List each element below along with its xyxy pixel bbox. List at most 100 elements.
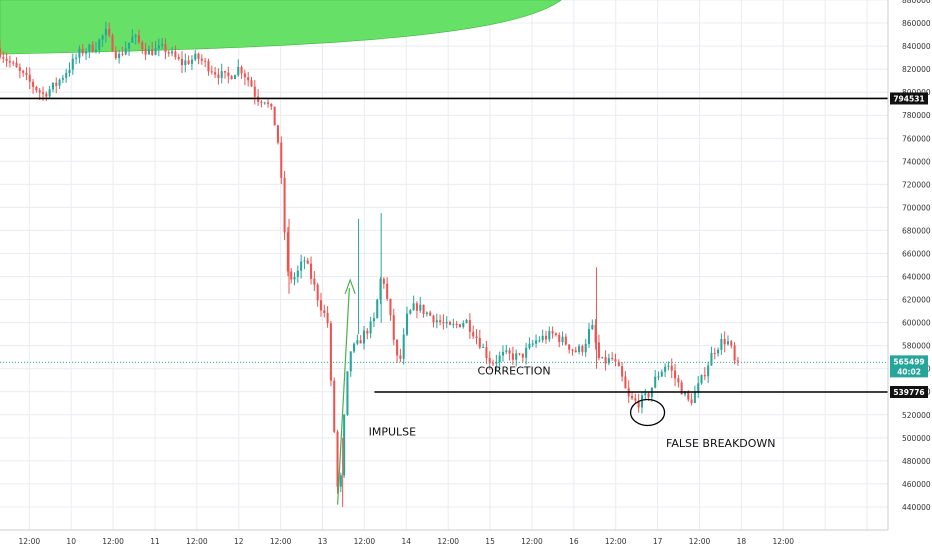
candle-body <box>458 324 461 328</box>
x-tick-label: 12:00 <box>689 537 711 546</box>
candle-body <box>425 312 428 314</box>
x-tick-label: 13 <box>318 537 328 546</box>
candle-body <box>634 398 637 401</box>
level-price-label: 539776 <box>893 388 924 397</box>
candle-body <box>270 103 273 107</box>
candle-body <box>48 89 51 97</box>
candle-body <box>167 52 170 54</box>
candle-body <box>690 399 693 403</box>
candle-body <box>290 271 293 280</box>
y-tick-label: 660000 <box>902 249 931 258</box>
candle-body <box>587 329 591 344</box>
candle-body <box>621 366 624 377</box>
y-tick-label: 480000 <box>902 457 931 466</box>
impulse-arrow-line <box>337 288 350 505</box>
candle-body <box>475 336 478 338</box>
x-tick-label: 15 <box>485 537 495 546</box>
candle-body <box>319 300 323 311</box>
candle-body <box>442 322 445 324</box>
candle-body <box>32 81 35 87</box>
candle-body <box>647 393 650 398</box>
candle-body <box>505 350 508 352</box>
y-tick-label: 520000 <box>902 411 931 420</box>
candle-body <box>114 51 117 59</box>
y-tick-label: 680000 <box>902 226 931 235</box>
candle-body <box>611 358 614 360</box>
candle-body <box>654 376 657 388</box>
candle-body <box>333 380 336 432</box>
candle-body <box>449 321 452 325</box>
candle-body <box>515 353 518 360</box>
candle-body <box>346 371 349 415</box>
candle-body <box>18 67 21 71</box>
candle-body <box>422 304 425 314</box>
candle-body <box>366 330 369 334</box>
candle-body <box>525 347 528 358</box>
candle-body <box>720 338 723 350</box>
candle-body <box>617 361 620 367</box>
candle-body <box>68 69 71 74</box>
candle-body <box>419 304 422 311</box>
candle-body <box>429 312 432 316</box>
candle-body <box>217 74 220 78</box>
candle-body <box>230 76 233 79</box>
x-tick-label: 10 <box>66 537 76 546</box>
candle-body <box>412 303 415 311</box>
candle-body <box>511 353 514 360</box>
candle-body <box>597 342 600 358</box>
y-tick-label: 880000 <box>902 0 931 5</box>
candle-body <box>640 395 643 408</box>
y-tick-label: 760000 <box>902 134 931 143</box>
candle-body <box>174 51 177 58</box>
candle-body <box>300 261 303 271</box>
candle-body <box>131 36 134 43</box>
x-tick-label: 12:00 <box>605 537 627 546</box>
candle-body <box>697 383 700 392</box>
y-tick-label: 740000 <box>902 157 931 166</box>
resistance-zone-area <box>0 0 562 55</box>
candle-body <box>15 62 18 68</box>
candle-body <box>439 320 442 323</box>
candle-body <box>177 57 180 59</box>
candle-body <box>61 77 64 80</box>
candle-body <box>187 60 190 64</box>
countdown-label: 40:02 <box>897 367 921 376</box>
candle-body <box>171 51 174 54</box>
candle-body <box>233 75 236 79</box>
candle-body <box>604 357 607 364</box>
y-tick-label: 620000 <box>902 296 931 305</box>
x-tick-label: 12:00 <box>270 537 292 546</box>
candle-body <box>283 177 286 233</box>
x-tick-label: 12:00 <box>772 537 794 546</box>
x-tick-label: 18 <box>737 537 747 546</box>
y-tick-label: 460000 <box>902 480 931 489</box>
candle-body <box>124 48 127 55</box>
y-tick-label: 720000 <box>902 180 931 189</box>
candle-body <box>607 358 610 364</box>
level-price-label: 794531 <box>893 94 924 103</box>
candle-body <box>104 28 107 36</box>
candle-body <box>462 323 465 328</box>
candle-body <box>488 358 491 364</box>
candle-body <box>144 49 147 55</box>
x-tick-label: 12:00 <box>437 537 459 546</box>
x-tick-label: 12:00 <box>19 537 41 546</box>
candle-body <box>81 48 84 54</box>
candle-body <box>247 77 250 81</box>
candle-body <box>584 343 587 353</box>
candle-body <box>544 335 548 340</box>
candle-body <box>0 48 2 58</box>
annotation-label: CORRECTION <box>478 364 551 377</box>
time-axis[interactable]: 12:00 10 12:00 11 12:00 12 12:00 13 12:00 14 12:00… <box>19 537 795 546</box>
candle-body <box>670 365 673 371</box>
candle-body <box>551 331 554 334</box>
candle-body <box>101 35 104 40</box>
price-axis[interactable]: 4400004600004800005000005200005400005600… <box>902 0 931 512</box>
candle-body <box>263 102 266 104</box>
candle-body <box>432 315 435 323</box>
candle-body <box>472 331 475 337</box>
candle-body <box>468 320 471 332</box>
candle-body <box>207 61 210 72</box>
candle-body <box>710 352 713 366</box>
